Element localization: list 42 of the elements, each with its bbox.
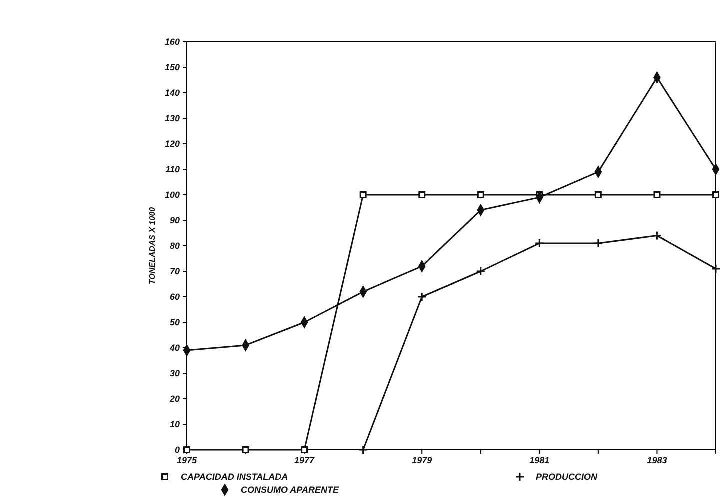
x-tick-label: 1977 (294, 455, 316, 466)
legend-label: CAPACIDAD INSTALADA (181, 472, 288, 482)
x-tick-label: 1981 (530, 455, 550, 466)
y-tick-label: 100 (164, 190, 180, 200)
y-tick-label: 0 (174, 444, 180, 455)
x-tick-label: 1983 (647, 455, 668, 466)
point (652, 231, 662, 241)
point (594, 238, 604, 248)
point (711, 264, 721, 274)
legend-label: PRODUCCION (536, 472, 598, 482)
y-tick-label: 30 (170, 368, 180, 378)
y-tick-label: 20 (168, 394, 180, 404)
y-tick-label: 40 (168, 342, 180, 353)
y-tick-label: 70 (170, 266, 180, 276)
y-tick-label: 120 (164, 138, 180, 149)
x-tick-label: 1979 (412, 455, 432, 466)
y-tick-label: 130 (164, 113, 180, 124)
point (594, 192, 602, 198)
y-tick-label: 80 (170, 240, 180, 251)
point (477, 192, 484, 198)
y-tick-label: 50 (170, 317, 180, 328)
y-tick-label: 110 (166, 164, 180, 174)
y-tick-label: 140 (164, 88, 180, 98)
legend-label: CONSUMO APARENTE (241, 485, 340, 495)
y-axis-title: TONELADAS X 1000 (148, 206, 157, 285)
point (476, 266, 486, 276)
point (360, 192, 367, 198)
point (301, 446, 308, 454)
point (534, 238, 544, 248)
x-tick-label: 1975 (176, 455, 198, 466)
point (417, 292, 427, 302)
y-tick-label: 150 (164, 62, 180, 72)
y-tick-label: 10 (170, 419, 180, 430)
point (184, 446, 190, 454)
point (242, 446, 250, 454)
y-tick-label: 160 (164, 36, 180, 47)
point (712, 192, 720, 198)
y-tick-label: 60 (170, 292, 180, 302)
point (654, 192, 661, 198)
point (418, 192, 426, 198)
point (358, 445, 368, 455)
y-tick-label: 90 (170, 215, 180, 226)
